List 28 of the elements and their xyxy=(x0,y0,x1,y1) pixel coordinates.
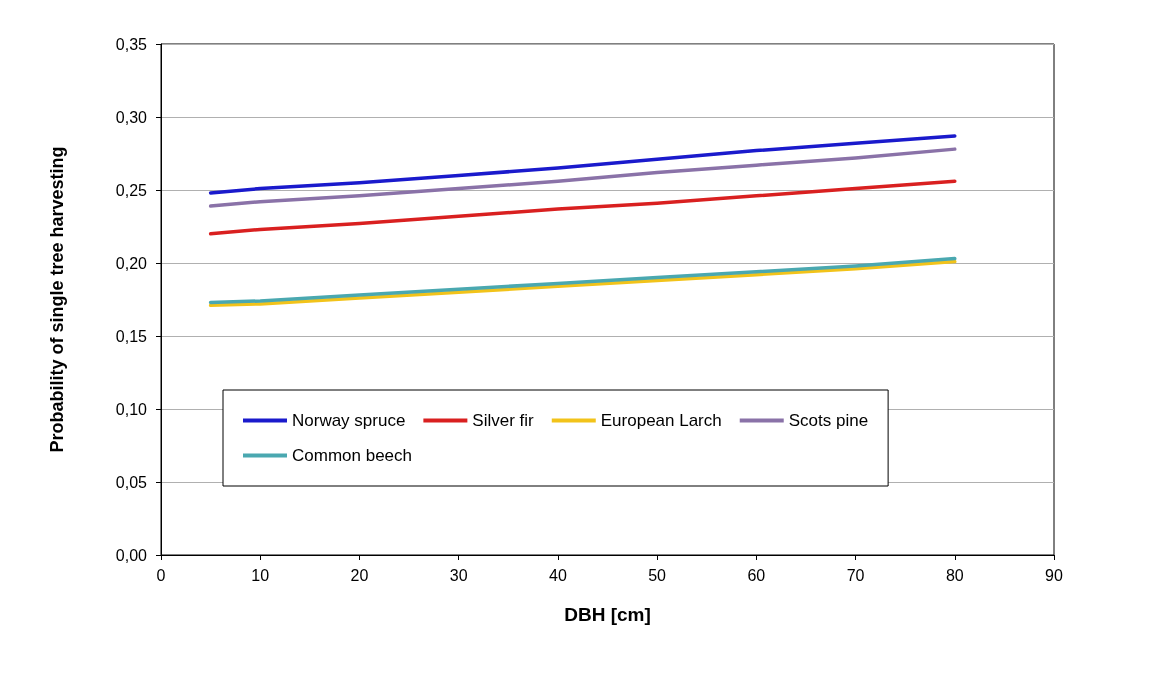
line-series xyxy=(208,134,957,195)
y-tick-label: 0,25 xyxy=(115,181,148,199)
y-tick-label: 0,30 xyxy=(115,108,148,126)
y-axis-title: Probability of single tree harvesting xyxy=(47,146,67,453)
legend-label: Silver fir xyxy=(472,411,535,430)
y-tick-label: 0,05 xyxy=(115,473,148,491)
x-tick-label: 10 xyxy=(251,566,270,584)
x-tick-label: 30 xyxy=(449,566,468,584)
line-series xyxy=(208,179,957,236)
x-tick-label: 90 xyxy=(1045,566,1063,584)
legend-label: Scots pine xyxy=(788,411,869,430)
y-tick-label: 0,15 xyxy=(115,327,148,345)
y-tick-label: 0,20 xyxy=(115,254,148,272)
legend-label: Common beech xyxy=(292,446,413,465)
y-tick-label: 0,10 xyxy=(115,400,148,418)
x-tick-label: 70 xyxy=(846,566,865,584)
x-tick-label: 50 xyxy=(648,566,667,584)
x-tick-label: 40 xyxy=(548,566,567,584)
x-tick-label: 60 xyxy=(747,566,766,584)
legend-label: Norway spruce xyxy=(292,411,406,430)
y-tick-label: 0,00 xyxy=(115,546,148,564)
y-tick-label: 0,35 xyxy=(115,35,148,53)
legend-label: European Larch xyxy=(600,411,722,430)
line-series xyxy=(208,147,957,208)
x-tick-label: 0 xyxy=(156,566,166,584)
x-axis-title: DBH [cm] xyxy=(564,604,651,625)
x-tick-label: 80 xyxy=(945,566,964,584)
x-tick-label: 20 xyxy=(350,566,369,584)
